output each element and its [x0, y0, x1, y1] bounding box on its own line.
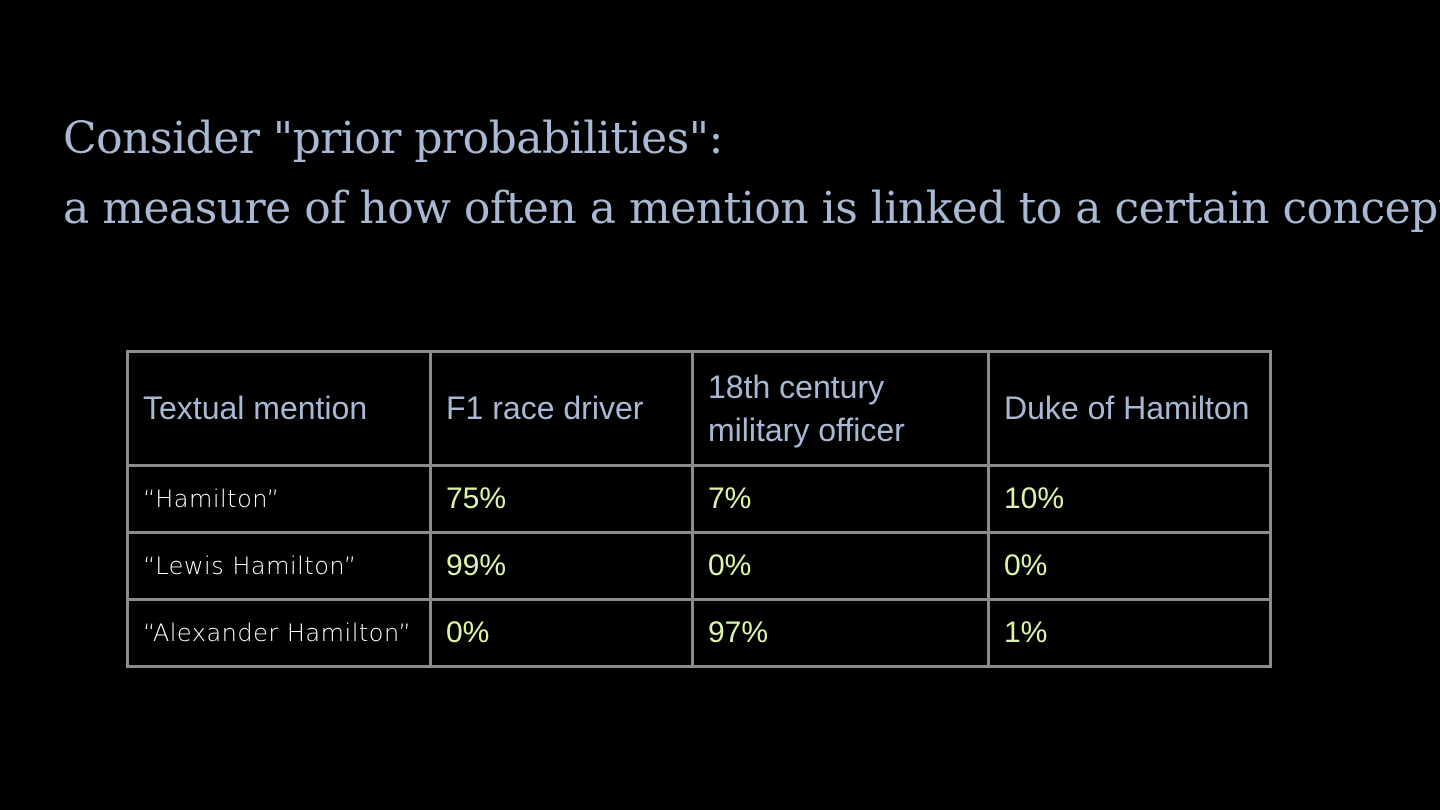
table-row: “Hamilton” 75% 7% 10%	[126, 464, 1272, 534]
table-row: “Lewis Hamilton” 99% 0% 0%	[126, 531, 1272, 601]
value-cell: 0%	[429, 598, 694, 668]
value-cell: 0%	[691, 531, 990, 601]
table-header-row: Textual mention F1 race driver 18th cent…	[126, 350, 1272, 467]
slide-title: Consider "prior probabilities": a measur…	[63, 104, 1440, 244]
value-cell: 99%	[429, 531, 694, 601]
mention-cell: “Hamilton”	[126, 464, 432, 534]
header-military-officer: 18th century military officer	[691, 350, 990, 467]
value-cell: 10%	[987, 464, 1272, 534]
mention-cell: “Alexander Hamilton”	[126, 598, 432, 668]
value-cell: 0%	[987, 531, 1272, 601]
header-duke-of-hamilton: Duke of Hamilton	[987, 350, 1272, 467]
title-line-2: a measure of how often a mention is link…	[63, 183, 1440, 234]
value-cell: 1%	[987, 598, 1272, 668]
value-cell: 7%	[691, 464, 990, 534]
title-line-1: Consider "prior probabilities":	[63, 113, 723, 164]
table-row: “Alexander Hamilton” 0% 97% 1%	[126, 598, 1272, 668]
header-f1-race-driver: F1 race driver	[429, 350, 694, 467]
header-textual-mention: Textual mention	[126, 350, 432, 467]
prior-probability-table: Textual mention F1 race driver 18th cent…	[126, 350, 1272, 668]
value-cell: 97%	[691, 598, 990, 668]
mention-cell: “Lewis Hamilton”	[126, 531, 432, 601]
value-cell: 75%	[429, 464, 694, 534]
